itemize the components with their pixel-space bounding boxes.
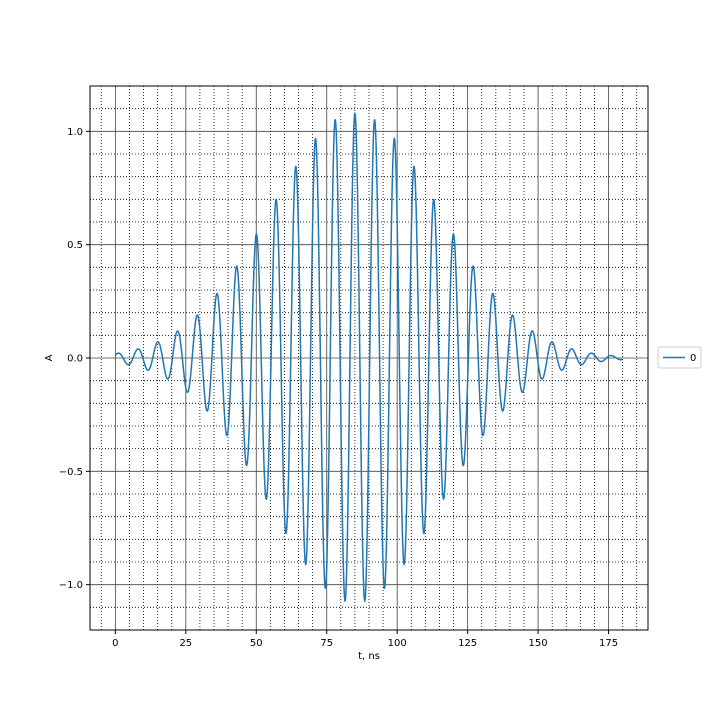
x-tick-label: 100: [388, 638, 407, 649]
y-tick-label: 0.5: [67, 240, 83, 251]
y-tick-label: 1.0: [67, 127, 83, 138]
x-tick-label: 25: [179, 638, 192, 649]
x-tick-label: 50: [250, 638, 263, 649]
y-axis-label: A: [44, 354, 55, 361]
series-line: [114, 112, 624, 602]
x-tick-label: 0: [112, 638, 118, 649]
legend: 0: [657, 346, 702, 369]
x-tick-label: 125: [458, 638, 477, 649]
y-tick-label: −0.5: [59, 467, 83, 478]
x-tick-label: 75: [320, 638, 333, 649]
y-tick-label: 0.0: [67, 354, 83, 365]
y-axis-ticks: −1.0 −0.5 0.0 0.5 1.0: [59, 127, 90, 591]
y-tick-label: −1.0: [59, 580, 83, 591]
minor-grid: [90, 86, 648, 630]
x-tick-label: 175: [599, 638, 618, 649]
x-axis-ticks: 0 25 50 75 100 125 150 175: [112, 630, 618, 649]
x-tick-label: 150: [529, 638, 548, 649]
x-axis-label: t, ns: [358, 651, 380, 662]
series-layer: [114, 112, 624, 602]
legend-entry-label: 0: [690, 353, 696, 364]
